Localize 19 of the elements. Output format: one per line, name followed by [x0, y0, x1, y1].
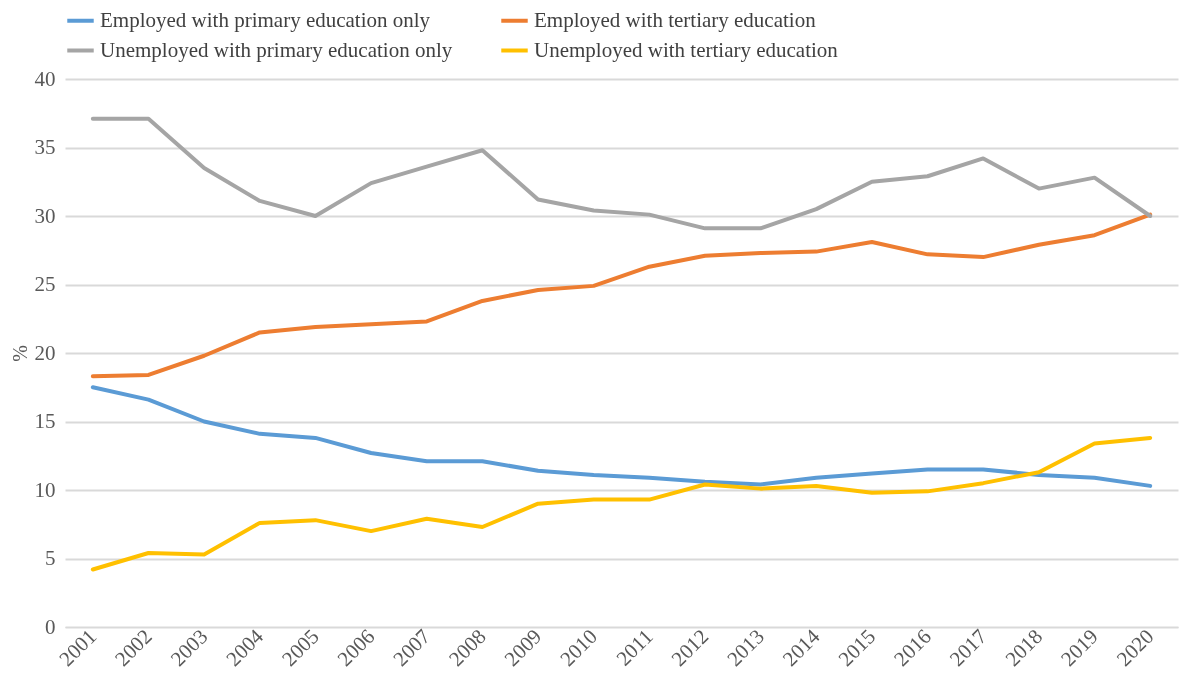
legend-label: Employed with tertiary education — [534, 7, 817, 32]
legend-label: Employed with primary education only — [100, 7, 431, 32]
legend-label: Unemployed with tertiary education — [534, 37, 839, 62]
y-tick-label: 15 — [34, 409, 56, 433]
line-series — [90, 212, 1153, 379]
line-series — [90, 116, 1153, 231]
y-tick-label: 35 — [34, 135, 56, 159]
y-tick-label: 25 — [34, 272, 56, 296]
y-tick-label: 10 — [34, 477, 56, 502]
y-tick-label: 30 — [34, 203, 56, 228]
line-series — [90, 435, 1153, 572]
y-tick-label: 5 — [45, 546, 56, 570]
y-axis-title: % — [8, 345, 31, 362]
legend-label: Unemployed with primary education only — [100, 37, 453, 62]
y-tick-label: 40 — [34, 66, 56, 91]
line-series — [90, 385, 1153, 488]
y-tick-label: 20 — [34, 340, 56, 365]
y-tick-label: 0 — [45, 614, 56, 639]
x-tick-label: 2011 — [611, 624, 658, 671]
